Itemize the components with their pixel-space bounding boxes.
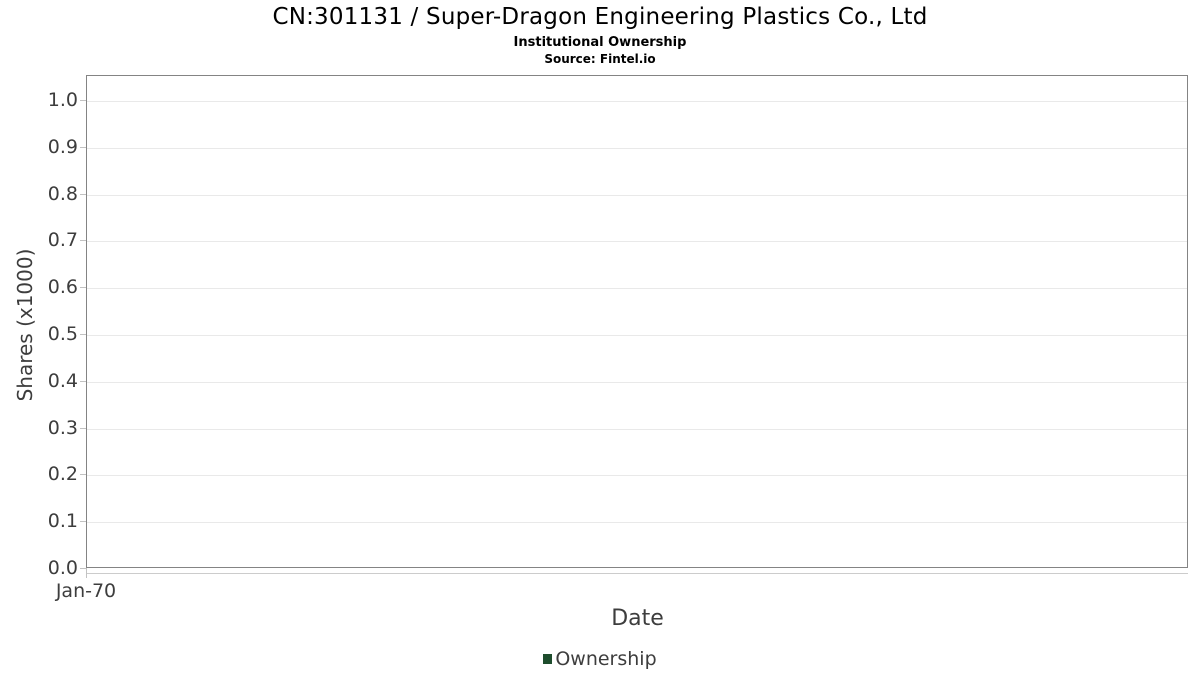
y-tick-mark [80,568,86,569]
y-tick-label: 0.4 [47,369,78,392]
chart-legend: Ownership [0,646,1200,672]
x-axis-title: Date [611,606,664,631]
y-tick-mark [80,146,86,148]
gridline-y-1.0 [87,101,1187,102]
y-tick-label: 0.1 [47,510,78,533]
legend-swatch-icon [543,654,553,664]
x-tick-mark [86,568,87,578]
gridline-y-0.1 [87,522,1187,524]
y-tick-label: 0.6 [47,276,78,299]
y-tick-label: 0.7 [47,229,78,252]
y-tick-mark [80,240,86,242]
gridline-y-0.6 [87,288,1187,290]
y-axis-title: Shares (x1000) [13,248,37,402]
plot-area [86,75,1188,568]
y-tick-label: 0.2 [47,463,78,486]
chart-title: CN:301131 / Super-Dragon Engineering Pla… [272,4,928,30]
y-tick-label: 0.0 [47,557,78,579]
y-tick-label: 0.9 [47,135,78,158]
y-tick-label: 1.0 [47,89,78,111]
gridline-y-0.5 [87,335,1187,336]
y-tick-mark [80,380,86,382]
gridline-y-0.3 [87,428,1187,430]
gridline-y-0.4 [87,381,1187,383]
x-axis-line [86,573,1188,574]
y-tick-mark [80,193,86,195]
y-tick-label: 0.8 [47,182,78,205]
y-tick-mark [80,334,86,335]
y-tick-mark [80,287,86,289]
chart-subtitle: Institutional Ownership [513,35,687,50]
y-tick-mark [80,521,86,523]
y-tick-mark [80,427,86,429]
gridline-y-0.2 [87,475,1187,477]
gridline-y-0.7 [87,241,1187,243]
legend-label: Ownership [555,648,657,670]
gridline-y-0.9 [87,147,1187,149]
chart-source-label: Source: Fintel.io [544,52,656,66]
y-tick-mark [80,474,86,476]
y-tick-label: 0.3 [47,416,78,439]
gridline-y-0.8 [87,194,1187,196]
legend-item-ownership: Ownership [543,648,657,670]
y-tick-mark [80,100,86,101]
x-tick-label: Jan-70 [55,580,117,602]
y-tick-label: 0.5 [47,323,78,345]
